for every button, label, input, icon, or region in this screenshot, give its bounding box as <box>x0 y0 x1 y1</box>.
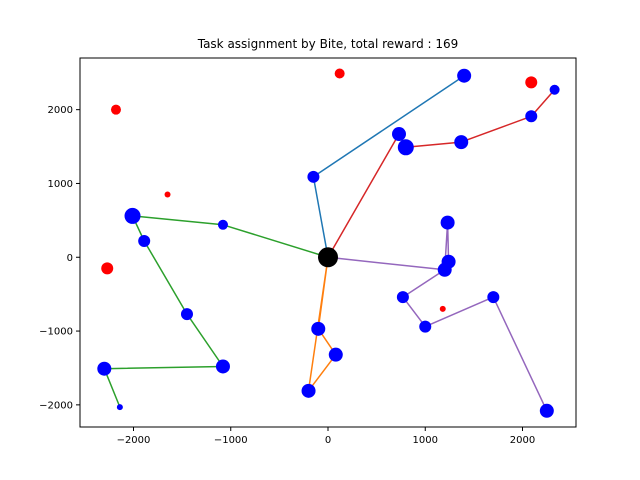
y-tick-label: −1000 <box>39 327 73 338</box>
assigned-task-point <box>180 308 193 321</box>
assigned-task-point <box>454 135 469 150</box>
y-tick-label: 0 <box>67 253 73 264</box>
assigned-task-point <box>215 359 230 374</box>
assigned-task-point <box>391 127 406 142</box>
unassigned-task-point <box>110 104 121 115</box>
assigned-task-point <box>440 215 455 230</box>
chart-title: Task assignment by Bite, total reward : … <box>197 37 459 51</box>
assigned-task-point <box>396 291 409 304</box>
y-axis: −2000 −1000 0 1000 2000 <box>39 105 80 411</box>
y-tick-label: 1000 <box>48 179 73 190</box>
assigned-task-point <box>487 291 500 304</box>
assigned-task-point <box>457 68 472 83</box>
assigned-task-point <box>116 404 123 411</box>
x-axis: −2000 −1000 0 1000 2000 <box>117 427 535 446</box>
assigned-task-point <box>397 139 414 156</box>
x-tick-label: −2000 <box>117 435 151 446</box>
x-tick-label: −1000 <box>214 435 248 446</box>
assigned-task-point <box>525 110 538 123</box>
depot-point <box>318 247 338 268</box>
assigned-task-point <box>307 170 320 183</box>
y-tick-label: 2000 <box>48 105 73 116</box>
unassigned-task-point <box>334 68 345 79</box>
y-tick-label: −2000 <box>39 400 73 411</box>
x-tick-label: 1000 <box>413 435 438 446</box>
assigned-task-point <box>311 321 326 336</box>
assigned-task-point <box>217 219 228 230</box>
assigned-task-point <box>539 403 554 418</box>
unassigned-task-point <box>101 262 114 275</box>
x-tick-label: 0 <box>325 435 331 446</box>
assigned-task-point <box>138 235 151 248</box>
route-line-3 <box>103 215 329 408</box>
assigned-task-point <box>124 207 141 224</box>
assigned-task-point <box>328 347 343 362</box>
assigned-task-point <box>549 84 560 95</box>
assigned-task-point <box>97 361 112 376</box>
plot-area <box>97 68 560 418</box>
assigned-task-point <box>437 262 452 277</box>
unassigned-task-point <box>525 76 538 89</box>
x-tick-label: 2000 <box>510 435 535 446</box>
unassigned-task-point <box>164 191 171 198</box>
unassigned-task-point <box>439 305 446 312</box>
assigned-task-point <box>419 320 432 333</box>
assigned-task-point <box>301 383 316 398</box>
